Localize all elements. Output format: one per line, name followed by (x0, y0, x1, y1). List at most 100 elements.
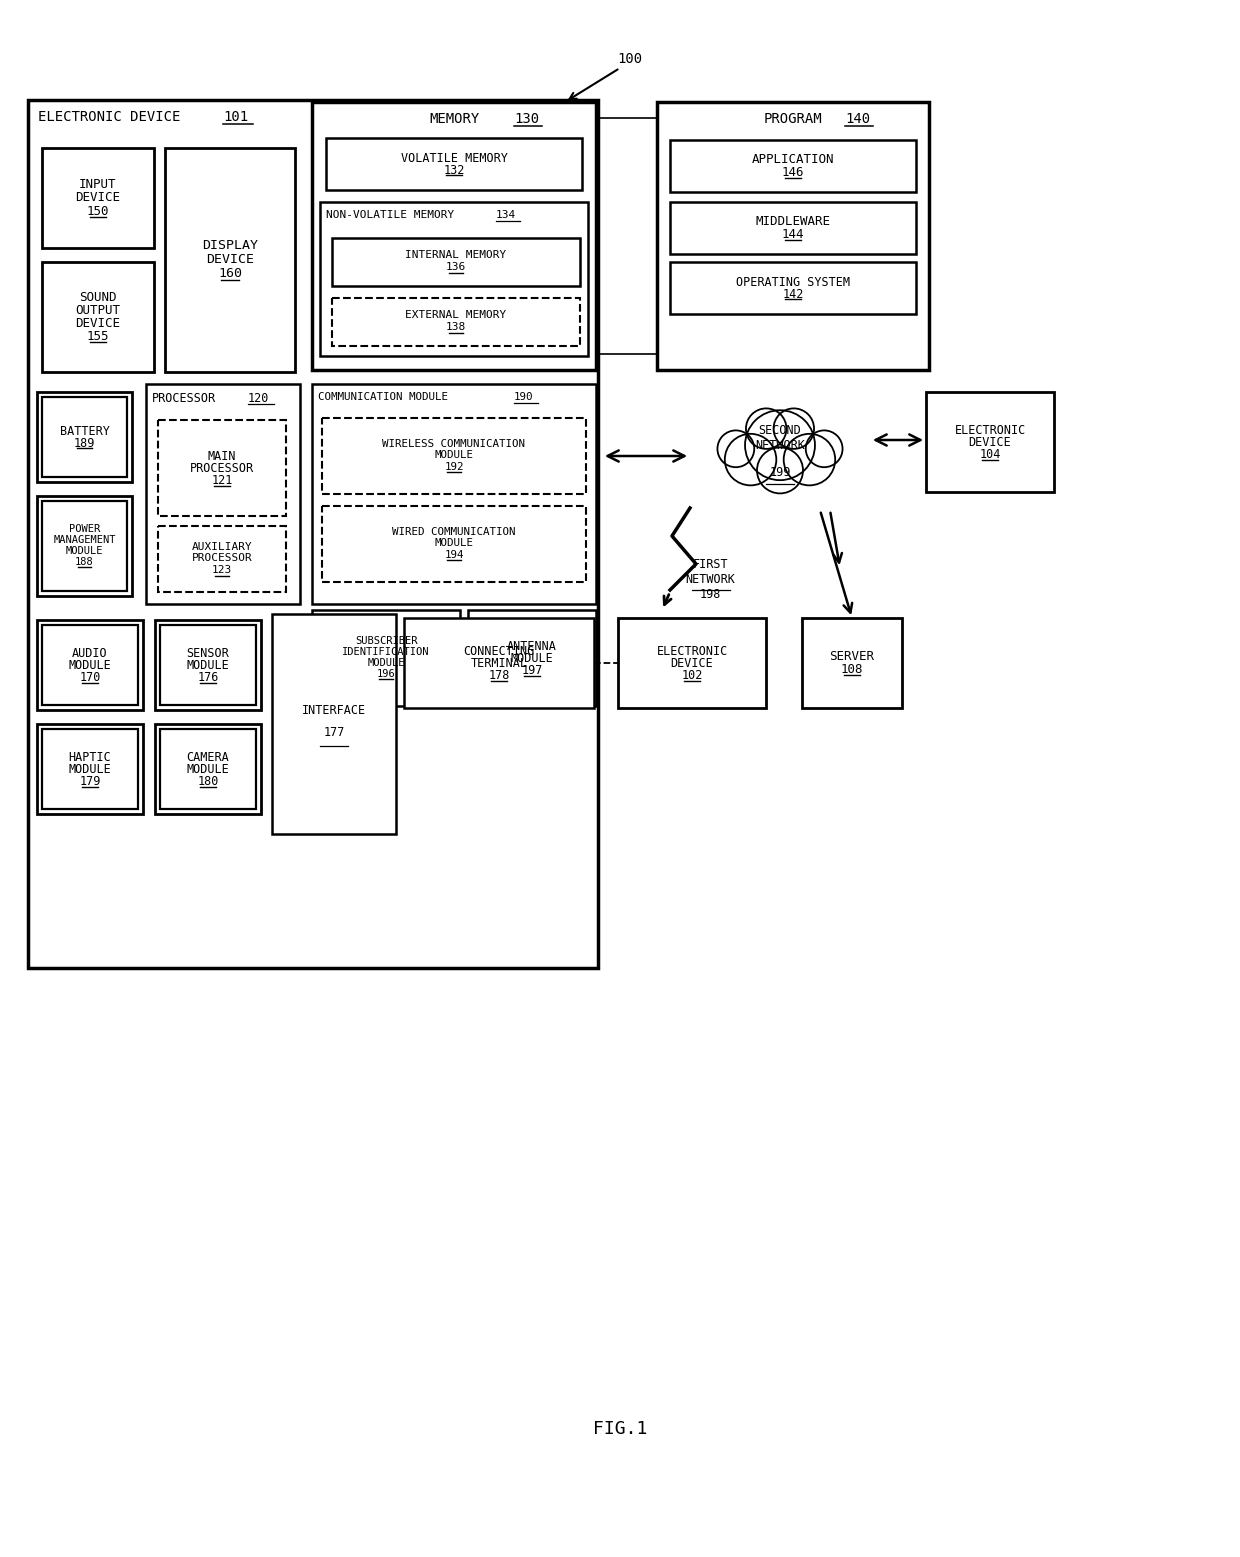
Text: MIDDLEWARE: MIDDLEWARE (755, 215, 831, 227)
Text: MODULE: MODULE (66, 547, 103, 556)
Text: HAPTIC: HAPTIC (68, 750, 112, 763)
Bar (157, 526, 286, 592)
Text: CONNECTING: CONNECTING (464, 645, 534, 657)
Text: 197: 197 (521, 665, 543, 677)
Text: NON-VOLATILE MEMORY: NON-VOLATILE MEMORY (326, 210, 454, 220)
Bar (322, 506, 587, 582)
Text: MODULE: MODULE (511, 652, 553, 665)
Text: PROCESSOR: PROCESSOR (192, 553, 253, 564)
Text: VOLATILE MEMORY: VOLATILE MEMORY (401, 151, 507, 165)
Bar (326, 139, 582, 190)
Text: ELECTRONIC DEVICE: ELECTRONIC DEVICE (38, 111, 180, 125)
Bar (657, 103, 929, 371)
Text: 192: 192 (444, 462, 464, 472)
Text: 190: 190 (515, 392, 533, 402)
Text: 101: 101 (223, 111, 248, 125)
Text: INPUT: INPUT (79, 179, 117, 192)
Text: ELECTRONIC: ELECTRONIC (955, 424, 1025, 436)
Text: DEVICE: DEVICE (968, 436, 1012, 448)
Text: FIRST
NETWORK
198: FIRST NETWORK 198 (684, 557, 735, 601)
Bar (332, 297, 580, 346)
Bar (42, 729, 138, 810)
Text: MODULE: MODULE (434, 450, 474, 461)
Text: 100: 100 (618, 51, 642, 65)
Text: WIRED COMMUNICATION: WIRED COMMUNICATION (392, 526, 516, 537)
Text: SUBSCRIBER: SUBSCRIBER (355, 637, 417, 646)
Bar (332, 238, 580, 286)
Circle shape (718, 430, 754, 467)
Text: INTERNAL MEMORY: INTERNAL MEMORY (405, 251, 507, 260)
Text: SENSOR: SENSOR (187, 646, 229, 660)
Bar (37, 392, 131, 483)
Text: DEVICE: DEVICE (76, 318, 120, 330)
Text: 104: 104 (980, 448, 1001, 461)
Text: 146: 146 (781, 167, 805, 179)
Circle shape (725, 434, 776, 486)
Text: ANTENNA: ANTENNA (507, 640, 557, 652)
Text: 177: 177 (324, 726, 345, 738)
Text: 199: 199 (769, 466, 791, 478)
Bar (42, 624, 138, 705)
Text: 196: 196 (377, 670, 396, 679)
Text: OPERATING SYSTEM: OPERATING SYSTEM (737, 276, 849, 288)
Text: WIRELESS COMMUNICATION: WIRELESS COMMUNICATION (382, 439, 526, 448)
Text: MODULE: MODULE (68, 659, 112, 671)
Circle shape (746, 408, 786, 448)
Bar (42, 501, 126, 592)
Bar (322, 417, 587, 494)
Text: 120: 120 (248, 392, 269, 405)
Text: 194: 194 (444, 550, 464, 559)
Text: OUTPUT: OUTPUT (76, 304, 120, 318)
Bar (320, 202, 588, 357)
Text: DEVICE: DEVICE (206, 254, 254, 266)
Text: 102: 102 (681, 670, 703, 682)
Text: MODULE: MODULE (68, 763, 112, 775)
Text: SECOND
NETWORK: SECOND NETWORK (755, 424, 805, 452)
Bar (670, 262, 916, 315)
Text: MODULE: MODULE (187, 763, 229, 775)
Bar (670, 202, 916, 254)
Text: 155: 155 (87, 330, 109, 343)
Text: 179: 179 (79, 775, 100, 788)
Bar (312, 103, 596, 371)
Circle shape (774, 408, 813, 448)
Text: PROCESSOR: PROCESSOR (190, 462, 254, 475)
Bar (467, 610, 596, 705)
Text: POWER: POWER (69, 525, 100, 534)
Text: 178: 178 (489, 670, 510, 682)
Text: 180: 180 (197, 775, 218, 788)
Bar (312, 610, 460, 705)
Text: 121: 121 (211, 475, 233, 487)
Circle shape (806, 430, 842, 467)
Text: MANAGEMENT: MANAGEMENT (53, 536, 115, 545)
Bar (165, 148, 295, 372)
Text: 136: 136 (446, 262, 466, 272)
Bar (29, 100, 598, 968)
Text: DEVICE: DEVICE (671, 657, 713, 670)
Text: 170: 170 (79, 671, 100, 684)
Text: MAIN: MAIN (208, 450, 237, 462)
Circle shape (756, 447, 804, 494)
Bar (272, 613, 396, 835)
Text: INTERFACE: INTERFACE (301, 704, 366, 716)
Text: 189: 189 (74, 438, 95, 450)
Text: 188: 188 (76, 557, 94, 567)
Text: 132: 132 (444, 163, 465, 177)
Bar (37, 497, 131, 596)
Text: SERVER: SERVER (830, 649, 874, 663)
Text: DEVICE: DEVICE (76, 192, 120, 204)
Text: 142: 142 (782, 288, 804, 301)
Text: 176: 176 (197, 671, 218, 684)
Text: 150: 150 (87, 204, 109, 218)
Bar (37, 620, 143, 710)
Bar (618, 618, 766, 708)
Text: CAMERA: CAMERA (187, 750, 229, 763)
Circle shape (784, 434, 836, 486)
Bar (42, 397, 126, 476)
Bar (670, 140, 916, 192)
Bar (37, 724, 143, 814)
Text: PROGRAM: PROGRAM (764, 112, 822, 126)
Bar (155, 724, 260, 814)
Text: MODULE: MODULE (187, 659, 229, 671)
Circle shape (745, 409, 815, 480)
